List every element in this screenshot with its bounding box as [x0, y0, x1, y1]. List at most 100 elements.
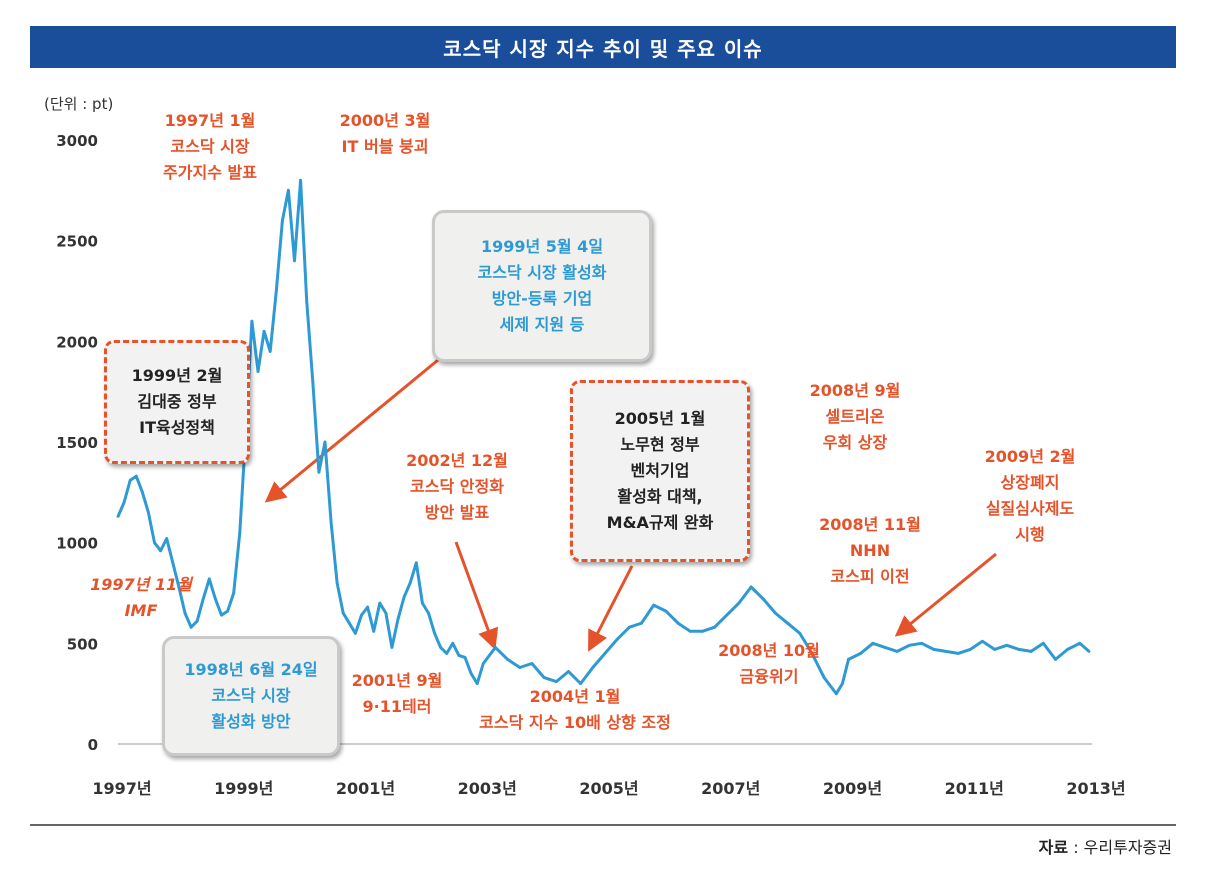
x-tick-label: 2005년: [579, 779, 638, 798]
data-point: [993, 648, 996, 651]
data-point: [1029, 650, 1033, 653]
annotation-arrows: [264, 358, 997, 652]
annotation-1997-01: 1997년 1월 코스닥 시장 주가지수 발표: [163, 111, 257, 182]
x-tick-label: 2001년: [336, 779, 395, 798]
data-point: [859, 652, 863, 655]
x-tick-label: 1997년: [92, 779, 151, 798]
data-point: [457, 654, 461, 657]
data-point: [384, 611, 388, 615]
y-tick-label: 1500: [56, 434, 98, 452]
data-point: [676, 621, 680, 625]
data-point: [542, 676, 546, 679]
data-point: [701, 629, 704, 633]
source-note: 자료 : 우리투자증권: [1039, 834, 1172, 858]
data-point: [396, 617, 400, 621]
data-point: [567, 670, 570, 673]
data-point: [360, 613, 363, 617]
source-name: 우리투자증권: [1083, 838, 1172, 857]
data-point: [201, 597, 205, 601]
data-point: [1078, 641, 1082, 645]
data-point: [810, 652, 814, 655]
y-tick-label: 3000: [56, 132, 98, 150]
x-tick-label: 2003년: [458, 779, 517, 798]
data-point: [256, 370, 260, 373]
data-point: [366, 605, 369, 609]
data-point: [214, 597, 217, 601]
x-tick-label: 1999년: [214, 779, 273, 798]
data-point: [469, 672, 473, 675]
annotation-1997-11: 1997년 11월 IMF: [90, 575, 192, 620]
data-point: [481, 662, 485, 665]
annotation-2008-10: 2008년 10월 금융위기: [718, 641, 820, 686]
data-point: [433, 631, 436, 635]
data-point: [591, 666, 595, 669]
data-point: [134, 474, 138, 478]
data-point: [1054, 658, 1057, 661]
data-point: [414, 561, 418, 565]
data-point: [1005, 643, 1009, 647]
annotation-2004-01: 2004년 1월 코스닥 지수 10배 상향 조정: [479, 687, 671, 732]
y-tick-label: 0: [88, 736, 98, 754]
annotation-1999-05: 1999년 5월 4일 코스닥 시장 활성화 방안-등록 기업 세제 지원 등: [432, 210, 652, 362]
data-point: [141, 490, 144, 494]
annotation-1998-06: 1998년 6월 24일 코스닥 시장 활성화 방안: [162, 636, 340, 756]
data-point: [268, 350, 272, 353]
data-point: [165, 537, 169, 540]
source-label: 자료: [1038, 838, 1069, 857]
data-point: [944, 650, 948, 653]
data-point: [421, 601, 424, 605]
data-point: [579, 682, 582, 685]
data-point: [427, 611, 430, 615]
annotation-arrow: [454, 541, 499, 650]
data-point: [834, 692, 838, 696]
data-point: [159, 549, 163, 553]
data-point: [554, 680, 558, 683]
series-line: [116, 178, 1090, 696]
data-point: [530, 662, 534, 665]
data-point: [968, 648, 972, 651]
data-point: [171, 561, 175, 565]
data-point: [895, 650, 899, 653]
data-point: [640, 621, 643, 625]
data-point: [378, 601, 382, 605]
annotation-2008-11: 2008년 11월 NHN 코스피 이전: [819, 515, 921, 586]
data-point: [408, 581, 412, 585]
data-point: [153, 541, 156, 545]
data-point: [1017, 648, 1021, 651]
data-point: [250, 319, 254, 323]
annotation-2002-12: 2002년 12월 코스닥 안정화 방안 발표: [406, 451, 508, 522]
data-point: [664, 609, 668, 613]
y-tick-label: 2000: [56, 333, 98, 351]
y-tick-label: 500: [67, 635, 98, 653]
data-point: [603, 652, 607, 655]
data-point: [287, 188, 290, 192]
annotation-2000-03: 2000년 3월 IT 버블 붕괴: [339, 111, 431, 156]
annotation-2001-09: 2001년 9월 9·11테러: [351, 671, 443, 716]
data-point: [147, 511, 150, 514]
annotation-1999-02: 1999년 2월 김대중 정부 IT육성정책: [104, 340, 250, 464]
data-point: [189, 625, 193, 629]
data-point: [956, 652, 960, 655]
data-point: [226, 609, 230, 613]
data-point: [220, 613, 223, 617]
data-point: [207, 577, 211, 581]
axes: 0 500 1000 1500 2000 2500 3000 1997년 1999년 2001년 2…: [56, 132, 1125, 798]
data-point: [749, 585, 753, 589]
y-tick-label: 1000: [56, 535, 98, 553]
annotation-arrow: [264, 358, 439, 503]
data-point: [116, 515, 120, 518]
data-point: [822, 676, 826, 679]
data-point: [463, 656, 467, 659]
data-point: [329, 521, 333, 524]
data-point: [238, 531, 242, 534]
data-point: [475, 682, 479, 685]
data-point: [281, 219, 284, 222]
source-sep: :: [1068, 838, 1084, 857]
footer-divider: [30, 824, 1176, 826]
chart-title: 코스닥 시장 지수 추이 및 주요 이슈: [30, 26, 1176, 68]
data-point: [341, 611, 345, 615]
annotation-2008-09: 2008년 9월 셀트리온 우회 상장: [809, 381, 901, 452]
data-point: [841, 682, 844, 685]
data-point: [761, 597, 765, 601]
data-point: [908, 643, 911, 647]
